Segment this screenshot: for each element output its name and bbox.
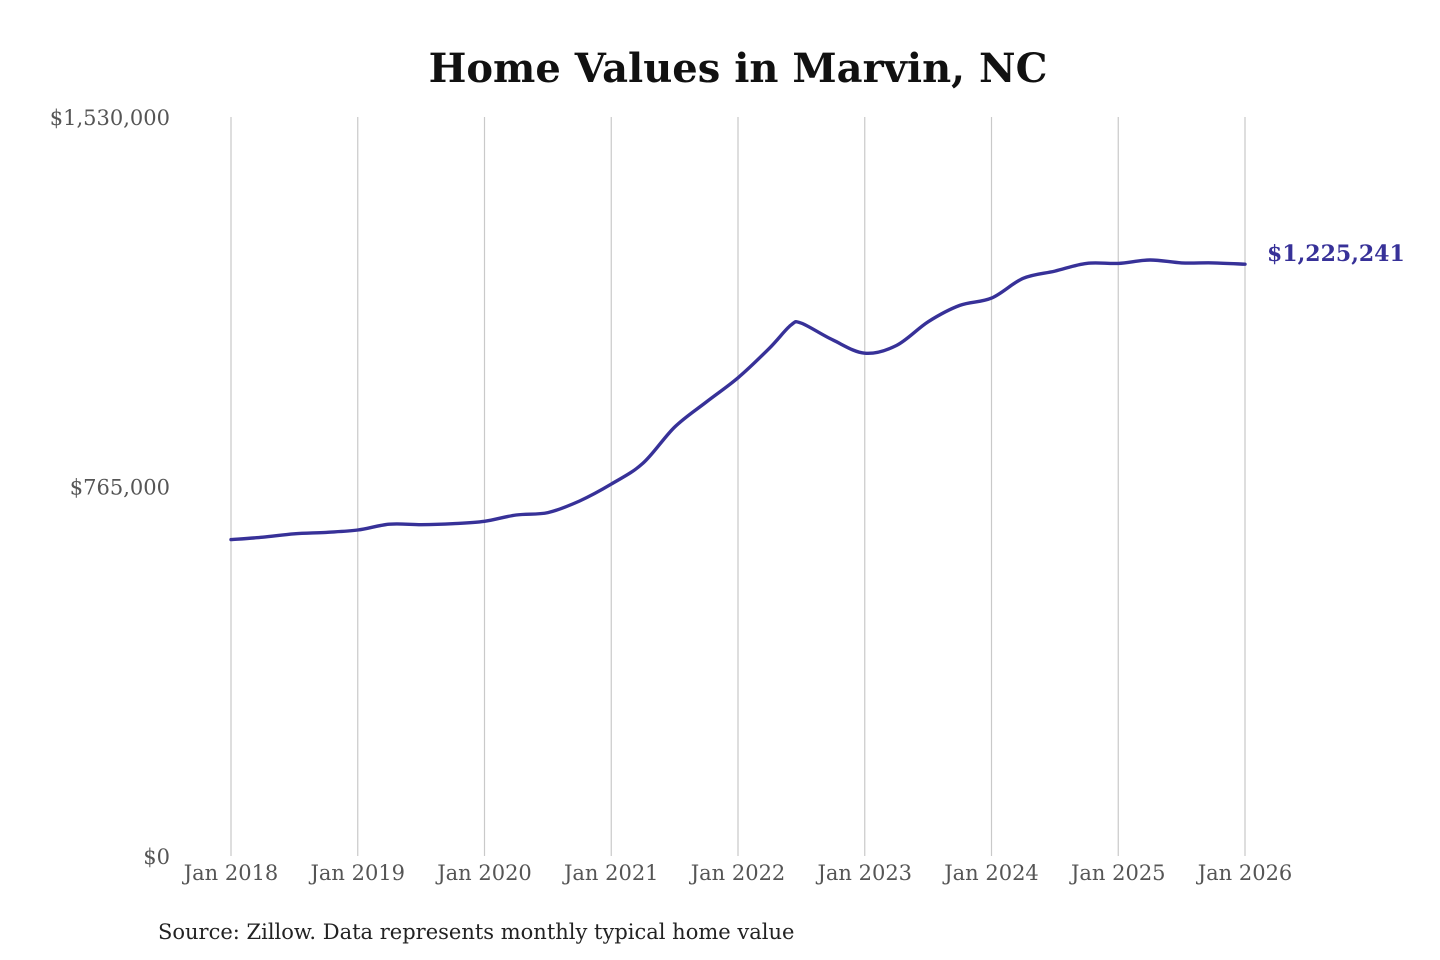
data-point [789, 324, 792, 327]
chart-title: Home Values in Marvin, NC [429, 45, 1048, 92]
data-point [990, 297, 993, 300]
data-point [578, 500, 581, 503]
data-point [451, 522, 454, 525]
data-point [1180, 261, 1183, 264]
data-point [546, 511, 549, 514]
data-point [388, 523, 391, 526]
data-point [1022, 277, 1025, 280]
data-point [768, 346, 771, 349]
end-value-label: $1,225,241 [1267, 241, 1405, 267]
data-point [1244, 263, 1247, 266]
series-line [229, 258, 1247, 542]
x-tick-label: Jan 2019 [308, 861, 405, 885]
x-tick-label: Jan 2018 [182, 861, 279, 885]
data-point [958, 304, 961, 307]
data-point [1212, 261, 1215, 264]
data-point [1148, 259, 1151, 262]
data-point [325, 531, 328, 534]
data-point [641, 462, 644, 465]
data-point [863, 352, 866, 355]
series-layer [229, 258, 1247, 542]
x-tick-label: Jan 2021 [562, 861, 659, 885]
x-tick-label: Jan 2023 [815, 861, 912, 885]
x-tick-label: Jan 2022 [689, 861, 786, 885]
data-point [420, 523, 423, 526]
data-point [832, 339, 835, 342]
data-point [610, 483, 613, 486]
data-point [483, 520, 486, 523]
x-axis-ticks: Jan 2018 Jan 2019 Jan 2020 Jan 2021 Jan 2022… [182, 861, 1293, 885]
data-point [1085, 262, 1088, 265]
data-point [705, 401, 708, 404]
data-point [927, 320, 930, 323]
data-point [737, 376, 740, 379]
data-point [1053, 270, 1056, 273]
data-point [230, 538, 233, 541]
data-point [515, 514, 518, 517]
data-point [673, 426, 676, 429]
data-point [1117, 262, 1120, 265]
x-tick-label: Jan 2026 [1196, 861, 1293, 885]
data-point [356, 529, 359, 532]
data-point [261, 536, 264, 539]
gridlines [230, 117, 1246, 856]
y-tick-label: $0 [143, 845, 170, 869]
y-tick-label: $1,530,000 [50, 106, 170, 130]
data-point [895, 344, 898, 347]
data-point [293, 532, 296, 535]
data-point [800, 322, 803, 325]
y-axis-ticks: $1,530,000 $765,000 $0 [50, 106, 170, 869]
x-tick-label: Jan 2025 [1069, 861, 1166, 885]
x-tick-label: Jan 2024 [942, 861, 1039, 885]
x-tick-label: Jan 2020 [435, 861, 532, 885]
y-tick-label: $765,000 [70, 476, 170, 500]
source-note: Source: Zillow. Data represents monthly … [158, 920, 794, 944]
